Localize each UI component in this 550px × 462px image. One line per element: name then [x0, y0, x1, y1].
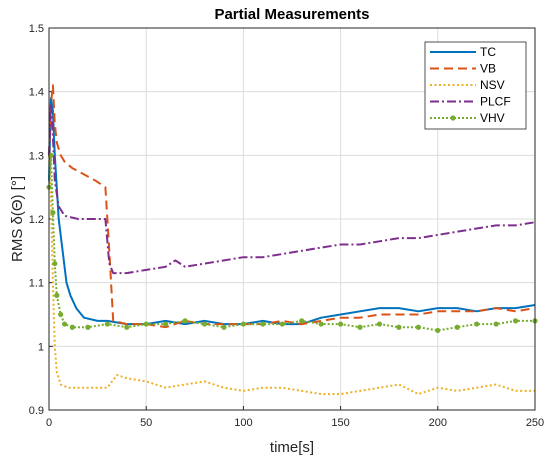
chart-title: Partial Measurements: [214, 6, 369, 23]
y-tick-label: 0.9: [29, 405, 44, 417]
series-point-vhv: [58, 311, 64, 318]
plot-frame: [48, 27, 536, 411]
series-point-vhv: [52, 260, 58, 267]
series-point-vhv: [221, 324, 227, 330]
series-point-vhv: [435, 327, 441, 334]
series-point-vhv: [50, 210, 56, 216]
series-group: [46, 84, 538, 396]
series-point-vhv: [124, 324, 130, 330]
series-line-nsv: [48, 155, 535, 396]
x-tick-label: 100: [234, 417, 252, 429]
series-point-vhv: [357, 324, 363, 330]
series-point-vhv: [396, 324, 402, 330]
x-tick-labels: 0 50 100 150 200 250: [46, 417, 544, 429]
y-tick-label: 1.3: [29, 150, 44, 162]
y-tick-label: 1.5: [29, 23, 44, 35]
series-point-vhv: [512, 318, 519, 324]
y-tick-label: 1.4: [29, 87, 44, 99]
legend: TC VB NSV PLCF VHV: [424, 41, 527, 130]
legend-label-vb: VB: [480, 62, 496, 76]
x-tick-label: 0: [46, 417, 52, 429]
y-tick-label: 1.2: [29, 214, 44, 226]
series-point-vhv: [104, 321, 110, 327]
x-tick-label: 50: [140, 417, 152, 429]
series-point-vhv: [69, 324, 75, 330]
series-point-vhv: [85, 324, 91, 330]
y-tick-labels: 0.9 1 1.1 1.2 1.3 1.4 1.5: [29, 23, 44, 417]
series-point-vhv: [376, 321, 383, 327]
series-point-vhv: [338, 321, 344, 327]
legend-label-plcf: PLCF: [480, 95, 511, 109]
legend-label-nsv: NSV: [480, 78, 505, 92]
series-point-vhv: [260, 321, 266, 327]
series-point-vhv: [474, 321, 480, 327]
series-point-vhv: [415, 324, 421, 330]
x-axis-label: time[s]: [270, 439, 314, 456]
series-line-tc: [48, 97, 536, 326]
series-point-vhv: [240, 321, 246, 327]
series-point-vhv: [48, 152, 54, 158]
y-tick-label: 1: [38, 341, 44, 353]
series-point-vhv: [201, 321, 208, 327]
y-tick-label: 1.1: [29, 278, 44, 290]
series-point-vhv: [54, 292, 60, 298]
series-line-plcf: [48, 103, 536, 275]
series-point-vhv: [299, 318, 305, 324]
series-point-vhv: [279, 321, 285, 327]
series-point-vhv: [493, 321, 499, 327]
series-point-vhv: [163, 321, 169, 327]
legend-label-tc: TC: [480, 45, 496, 59]
series-point-vhv: [454, 324, 460, 330]
series-point-vhv: [143, 321, 149, 327]
x-tick-label: 150: [331, 417, 349, 429]
x-tick-label: 250: [526, 417, 544, 429]
legend-label-vhv: VHV: [480, 111, 505, 125]
legend-marker-vhv: [450, 115, 456, 121]
series-point-vhv: [61, 321, 68, 327]
series-point-vhv: [182, 318, 188, 324]
y-axis-label: RMS δ(Θ) [°]: [9, 176, 26, 262]
series-point-vhv: [318, 321, 324, 327]
x-tick-label: 200: [429, 417, 447, 429]
